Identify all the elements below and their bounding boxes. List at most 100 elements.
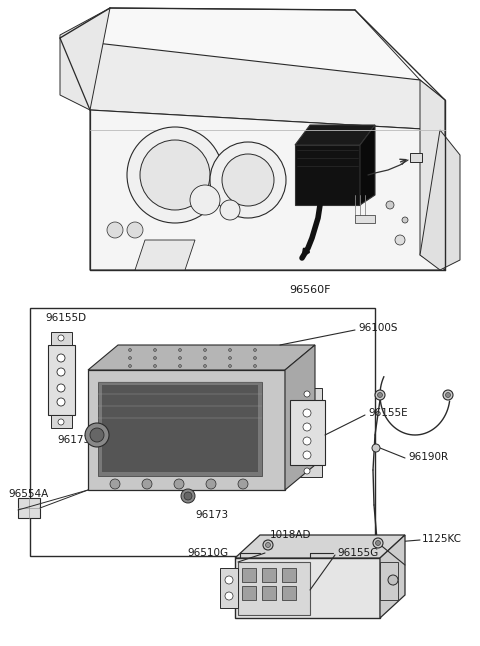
Circle shape bbox=[395, 235, 405, 245]
Polygon shape bbox=[295, 125, 375, 145]
Polygon shape bbox=[238, 562, 310, 615]
Circle shape bbox=[303, 451, 311, 459]
Polygon shape bbox=[51, 415, 72, 428]
Circle shape bbox=[375, 390, 385, 400]
Circle shape bbox=[58, 419, 64, 425]
Circle shape bbox=[179, 357, 181, 360]
Circle shape bbox=[154, 364, 156, 368]
Text: 96173: 96173 bbox=[195, 510, 228, 520]
Circle shape bbox=[206, 479, 216, 489]
Circle shape bbox=[181, 489, 195, 503]
Circle shape bbox=[179, 364, 181, 368]
Circle shape bbox=[253, 357, 256, 360]
Circle shape bbox=[228, 357, 231, 360]
Polygon shape bbox=[235, 558, 380, 618]
Circle shape bbox=[129, 357, 132, 360]
Circle shape bbox=[373, 538, 383, 548]
Circle shape bbox=[372, 444, 380, 452]
Circle shape bbox=[184, 492, 192, 500]
Polygon shape bbox=[102, 385, 258, 472]
Circle shape bbox=[210, 142, 286, 218]
Bar bbox=[282, 586, 296, 600]
Circle shape bbox=[110, 479, 120, 489]
Text: 96155D: 96155D bbox=[45, 313, 86, 323]
Circle shape bbox=[263, 540, 273, 550]
Polygon shape bbox=[18, 498, 40, 518]
Circle shape bbox=[140, 140, 210, 210]
Text: 1018AD: 1018AD bbox=[270, 530, 312, 540]
Circle shape bbox=[174, 479, 184, 489]
Text: 96554A: 96554A bbox=[8, 489, 48, 499]
Circle shape bbox=[220, 200, 240, 220]
Circle shape bbox=[253, 364, 256, 368]
Circle shape bbox=[377, 393, 383, 397]
Circle shape bbox=[85, 423, 109, 447]
Polygon shape bbox=[98, 382, 262, 476]
Polygon shape bbox=[420, 80, 445, 270]
Text: 96100S: 96100S bbox=[358, 323, 397, 333]
Circle shape bbox=[222, 154, 274, 206]
Circle shape bbox=[204, 348, 206, 351]
Circle shape bbox=[127, 222, 143, 238]
Polygon shape bbox=[48, 345, 75, 415]
Circle shape bbox=[154, 357, 156, 360]
Text: 96190R: 96190R bbox=[408, 452, 448, 462]
Polygon shape bbox=[295, 145, 360, 205]
Text: 1125KC: 1125KC bbox=[422, 534, 462, 544]
Polygon shape bbox=[135, 240, 195, 270]
Circle shape bbox=[225, 592, 233, 600]
Circle shape bbox=[57, 354, 65, 362]
Circle shape bbox=[304, 391, 310, 397]
Circle shape bbox=[445, 393, 451, 397]
Text: 96155G: 96155G bbox=[337, 548, 378, 558]
Circle shape bbox=[265, 543, 271, 548]
Circle shape bbox=[375, 541, 381, 545]
Circle shape bbox=[90, 428, 104, 442]
Circle shape bbox=[129, 348, 132, 351]
Circle shape bbox=[402, 217, 408, 223]
Circle shape bbox=[304, 468, 310, 474]
Polygon shape bbox=[70, 40, 445, 130]
Polygon shape bbox=[285, 345, 315, 490]
Bar bbox=[282, 568, 296, 582]
Circle shape bbox=[253, 348, 256, 351]
Circle shape bbox=[303, 437, 311, 445]
Circle shape bbox=[58, 335, 64, 341]
Circle shape bbox=[57, 398, 65, 406]
Polygon shape bbox=[60, 8, 110, 110]
Bar bbox=[242, 568, 256, 582]
Bar bbox=[410, 153, 422, 162]
Circle shape bbox=[228, 364, 231, 368]
Text: 96173: 96173 bbox=[57, 435, 90, 445]
Circle shape bbox=[443, 390, 453, 400]
Circle shape bbox=[386, 201, 394, 209]
Circle shape bbox=[228, 348, 231, 351]
Polygon shape bbox=[90, 110, 440, 270]
Polygon shape bbox=[70, 8, 420, 80]
Bar bbox=[242, 586, 256, 600]
Text: 96560F: 96560F bbox=[289, 285, 331, 295]
Polygon shape bbox=[88, 345, 315, 370]
Bar bbox=[292, 465, 322, 477]
Circle shape bbox=[142, 479, 152, 489]
Circle shape bbox=[204, 364, 206, 368]
Circle shape bbox=[238, 479, 248, 489]
Polygon shape bbox=[88, 370, 285, 490]
Circle shape bbox=[179, 348, 181, 351]
Circle shape bbox=[57, 384, 65, 392]
Bar bbox=[292, 388, 322, 400]
Circle shape bbox=[57, 368, 65, 376]
Polygon shape bbox=[235, 535, 405, 558]
Polygon shape bbox=[360, 125, 375, 205]
Text: 96155E: 96155E bbox=[368, 408, 408, 418]
Bar bbox=[262, 586, 276, 600]
Polygon shape bbox=[290, 400, 325, 465]
Circle shape bbox=[303, 409, 311, 417]
Bar bbox=[355, 215, 375, 223]
Circle shape bbox=[127, 127, 223, 223]
Circle shape bbox=[107, 222, 123, 238]
Polygon shape bbox=[380, 535, 405, 618]
Polygon shape bbox=[220, 568, 238, 608]
Polygon shape bbox=[380, 562, 398, 600]
Circle shape bbox=[303, 423, 311, 431]
